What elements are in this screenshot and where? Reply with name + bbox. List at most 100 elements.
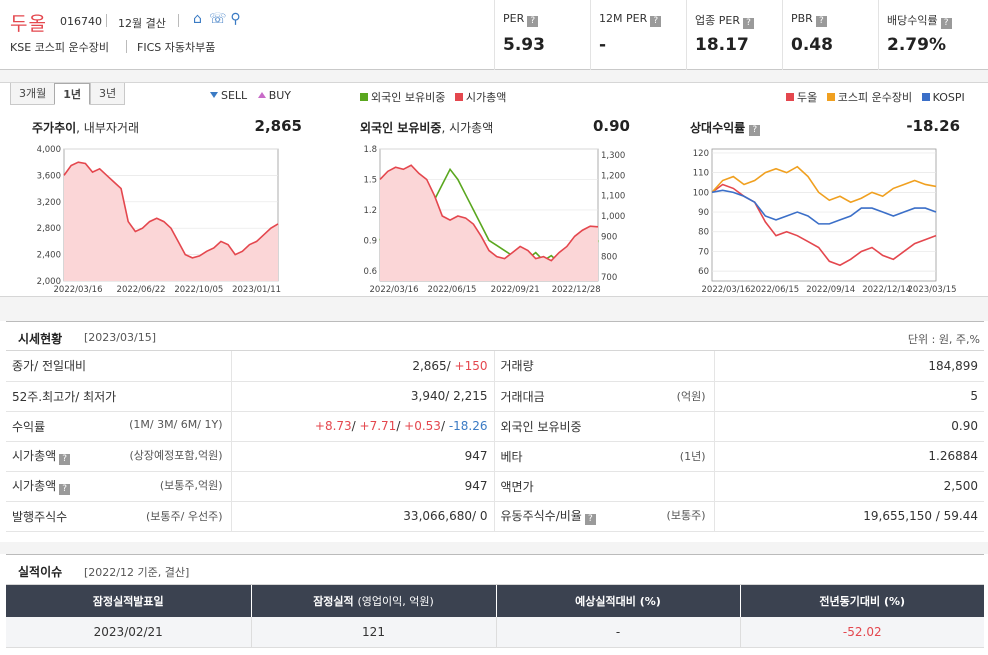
y-tick-label: 2,800 <box>37 224 61 234</box>
row-label: 52주.최고가/ 최저가 <box>6 381 231 412</box>
y-tick-label: 1.2 <box>363 206 377 216</box>
section-title: 실적이슈 <box>18 565 63 579</box>
y2-tick-label: 1,100 <box>601 192 625 202</box>
panel-title: 주가추이 <box>32 121 77 135</box>
section-header: 실적이슈 [2022/12 기준, 결산] <box>6 554 984 585</box>
y-tick-label: 70 <box>698 247 709 257</box>
help-icon[interactable]: ? <box>749 125 761 136</box>
change-value: +150 <box>454 358 488 373</box>
row-value: 2,500 <box>713 471 984 502</box>
unit-label: 단위 : 원, 주,% <box>907 333 980 346</box>
y2-tick-label: 800 <box>601 253 617 263</box>
table-row: 2023/02/21 121 - -52.02 <box>6 617 984 648</box>
legend-swatch <box>921 93 930 101</box>
legend-foreign: 외국인 보유비중 시가총액 <box>354 89 506 105</box>
y2-tick-label: 1,200 <box>601 171 625 181</box>
market-sector: KSE 코스피 운수장비 <box>10 41 109 54</box>
row-label: 거래대금 (억원) <box>494 381 714 412</box>
phone-icon[interactable]: ☏ <box>209 11 227 27</box>
help-icon[interactable]: ? <box>59 454 71 465</box>
table-row: 시가총액? (보통주,억원) 947 액면가 2,500 <box>6 471 984 502</box>
row-label: 수익률 (1M/ 3M/ 6M/ 1Y) <box>6 411 231 442</box>
panel-title: 상대수익률 <box>690 121 746 135</box>
tab-1y[interactable]: 1년 <box>54 83 91 105</box>
y2-tick-label: 1,000 <box>601 212 625 222</box>
col-header: 예상실적대비 (%) <box>495 585 740 617</box>
return-6m: +0.53 <box>404 419 441 433</box>
x-tick-label: 2022/12/14 <box>862 285 911 295</box>
spacer <box>0 542 988 554</box>
spacer <box>0 70 988 82</box>
y-tick-label: 1.5 <box>363 175 377 185</box>
col-header: 전년동기대비 (%) <box>739 585 984 617</box>
stock-name: 두올 <box>10 13 47 35</box>
row-value: 33,066,680/ 0 <box>230 501 495 532</box>
section-header: 시세현황 [2023/03/15] 단위 : 원, 주,% <box>6 321 984 351</box>
table-cell: 121 <box>250 617 496 648</box>
table-row: 발행주식수 (보통주/ 우선주) 33,066,680/ 0 유동주식수/비율?(… <box>6 501 984 532</box>
table-row: 종가/ 전일대비 2,865/ +150 거래량 184,899 <box>6 351 984 382</box>
y-tick-label: 110 <box>693 169 709 179</box>
y-tick-label: 120 <box>693 149 709 159</box>
help-icon[interactable]: ? <box>584 514 596 525</box>
y-tick-label: 0.6 <box>363 267 377 277</box>
x-tick-label: 2022/10/05 <box>174 285 223 295</box>
price-chart[interactable]: 4,000 3,600 3,200 2,800 2,400 2,0002022/03/16… <box>32 141 302 301</box>
legend-trades: SELL BUY <box>210 89 291 102</box>
x-tick-label: 2022/06/22 <box>117 285 166 295</box>
y-tick-label: 0.9 <box>363 236 377 246</box>
row-label: 종가/ 전일대비 <box>6 351 231 382</box>
x-tick-label: 2023/01/11 <box>232 285 281 295</box>
help-icon[interactable]: ? <box>650 16 662 27</box>
foreign-chart[interactable]: 1.8 1.5 1.2 0.9 0.6 1,300 1,200 1,100 1,000 900 80… <box>360 141 630 301</box>
row-label: 발행주식수 (보통주/ 우선주) <box>6 501 231 532</box>
section-date: [2022/12 기준, 결산] <box>84 566 190 579</box>
x-tick-label: 2022/03/16 <box>54 285 103 295</box>
legend-relative: 두올 코스피 운수장비 KOSPI <box>780 89 965 105</box>
row-value: 5 <box>713 381 984 412</box>
spacer <box>0 297 988 321</box>
legend-swatch <box>454 93 463 101</box>
help-icon[interactable]: ? <box>815 16 827 27</box>
row-label: 베타 (1년) <box>494 441 714 472</box>
tab-3m[interactable]: 3개월 <box>10 83 55 105</box>
y-tick-label: 1.8 <box>363 145 377 155</box>
row-label: 시가총액? (상장예정포함,억원) <box>6 441 231 472</box>
x-tick-label: 2022/09/14 <box>806 285 855 295</box>
tab-3y[interactable]: 3년 <box>90 83 126 105</box>
market-status-section: 시세현황 [2023/03/15] 단위 : 원, 주,% 종가/ 전일대비 2… <box>6 321 984 532</box>
header-icons: ⌂ ☏ ⚲ <box>190 12 243 27</box>
return-1m: +8.73 <box>314 419 352 433</box>
section-title: 시세현황 <box>18 332 63 346</box>
metric-per: PER? 5.93 <box>494 0 590 70</box>
table-cell: -52.02 <box>739 617 984 648</box>
buy-marker-icon <box>257 92 266 98</box>
table-cell: 2023/02/21 <box>6 617 251 648</box>
table-row: 시가총액? (상장예정포함,억원) 947 베타 (1년) 1.26884 <box>6 441 984 472</box>
help-icon[interactable]: ? <box>59 484 71 495</box>
y-tick-label: 3,600 <box>37 171 61 181</box>
series-line <box>711 189 937 225</box>
map-pin-icon[interactable]: ⚲ <box>230 11 241 27</box>
y-tick-label: 2,400 <box>37 251 61 261</box>
table-row: 52주.최고가/ 최저가 3,940/ 2,215 거래대금 (억원) 5 <box>6 381 984 412</box>
y-tick-label: 60 <box>698 267 709 277</box>
relative-chart[interactable]: 120 110 100 90 80 70 60 2022/03/16 2022/06/15 202… <box>690 141 960 301</box>
y2-tick-label: 900 <box>601 232 617 242</box>
return-3m: +7.71 <box>359 419 397 433</box>
metric-12m-per: 12M PER? - <box>590 0 686 70</box>
help-icon[interactable]: ? <box>940 18 952 29</box>
section-date: [2023/03/15] <box>84 331 156 344</box>
row-value: 947 <box>230 441 495 472</box>
stock-header: 두올 016740 12월 결산 ⌂ ☏ ⚲ KSE 코스피 운수장비 FICS… <box>0 0 988 70</box>
y-tick-label: 90 <box>698 208 709 218</box>
classification: KSE 코스피 운수장비 FICS 자동차부품 <box>10 39 215 55</box>
series-line <box>63 161 279 259</box>
row-label: 액면가 <box>494 471 714 502</box>
help-icon[interactable]: ? <box>742 18 754 29</box>
period-tabs: 3개월 1년 3년 <box>10 83 126 105</box>
home-icon[interactable]: ⌂ <box>193 11 202 27</box>
help-icon[interactable]: ? <box>527 16 539 27</box>
y-tick-label: 3,200 <box>37 198 61 208</box>
y-tick-label: 80 <box>698 228 709 238</box>
